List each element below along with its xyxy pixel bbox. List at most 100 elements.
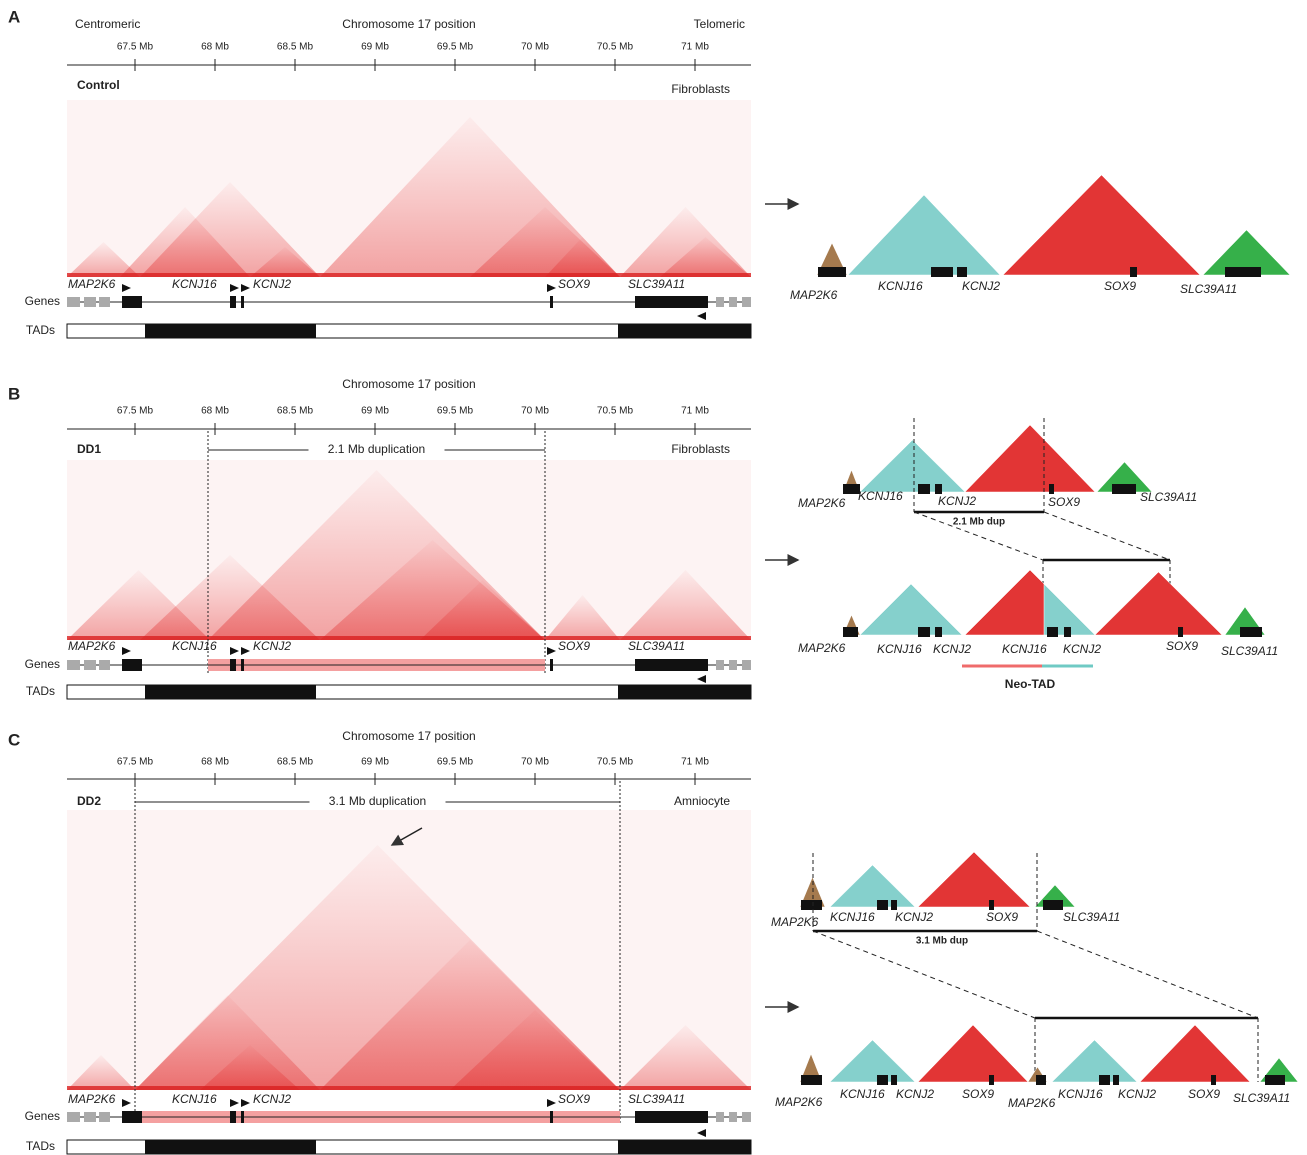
schematic-gene <box>818 267 846 277</box>
sample-label: DD2 <box>77 794 101 808</box>
gene <box>241 296 244 308</box>
tad-triangle <box>860 584 962 635</box>
tick-label: 69 Mb <box>361 406 389 417</box>
gene <box>122 659 142 671</box>
schematic-label: SLC39A11 <box>1221 644 1278 658</box>
tick-label: 68.5 Mb <box>277 406 314 417</box>
schematic-label: SOX9 <box>962 1087 994 1101</box>
schematic-label: KCNJ2 <box>1063 642 1101 656</box>
flank-gene <box>84 297 96 307</box>
tss-arrow <box>697 1129 706 1137</box>
schematic-gene <box>801 900 822 910</box>
tad-triangle <box>1052 1040 1137 1082</box>
schematic-gene <box>935 484 942 494</box>
tad-triangle <box>848 195 1000 275</box>
gene <box>635 659 708 671</box>
schematic-gene <box>1225 267 1261 277</box>
tick-label: 70 Mb <box>521 406 549 417</box>
gene <box>230 659 236 671</box>
tss-arrow <box>241 284 250 292</box>
gene <box>122 296 142 308</box>
dup-label: 2.1 Mb dup <box>953 517 1005 528</box>
schematic-label: SLC39A11 <box>1233 1091 1290 1105</box>
tick-label: 70.5 Mb <box>597 757 634 768</box>
schematic-label: KCNJ16 <box>878 279 923 293</box>
dup-label: 3.1 Mb duplication <box>329 794 426 808</box>
schematic-gene <box>989 900 994 910</box>
schematic-label: MAP2K6 <box>1008 1096 1056 1110</box>
tss-arrow <box>547 647 556 655</box>
schematic-label: KCNJ16 <box>1002 642 1047 656</box>
schematic-label: SOX9 <box>1166 639 1198 653</box>
cell-type: Fibroblasts <box>671 442 730 456</box>
gene-label: SLC39A11 <box>628 1092 685 1106</box>
hic-diagonal <box>67 1086 751 1090</box>
axis-title: Chromosome 17 position <box>342 17 475 31</box>
schematic-gene <box>1043 900 1063 910</box>
flank-gene <box>729 660 737 670</box>
tick-label: 68 Mb <box>201 406 229 417</box>
tss-arrow <box>697 312 706 320</box>
schematic-gene <box>1178 627 1183 637</box>
track-label: Genes <box>25 1109 60 1123</box>
gene-label: KCNJ16 <box>172 639 217 653</box>
flank-gene <box>742 660 751 670</box>
schematic-gene <box>1049 484 1054 494</box>
schematic-gene <box>1064 627 1071 637</box>
schematic-gene <box>801 1075 822 1085</box>
track-label: TADs <box>26 1139 55 1153</box>
schematic-gene <box>989 1075 994 1085</box>
tss-arrow <box>697 675 706 683</box>
tick-label: 68 Mb <box>201 42 229 53</box>
tss-arrow <box>122 1099 131 1107</box>
schematic-label: KCNJ16 <box>830 910 875 924</box>
tad-triangle <box>860 440 965 492</box>
flank-gene <box>716 297 724 307</box>
tad-triangle <box>1140 1025 1250 1082</box>
panel-label: B <box>8 384 20 403</box>
cell-type: Amniocyte <box>674 794 730 808</box>
gene-label: SOX9 <box>558 277 590 291</box>
gene-label: SLC39A11 <box>628 639 685 653</box>
flank-gene <box>742 1112 751 1122</box>
tss-arrow <box>230 1099 239 1107</box>
schematic-gene <box>918 484 930 494</box>
schematic-label: KCNJ2 <box>933 642 971 656</box>
schematic-label: KCNJ2 <box>895 910 933 924</box>
schematic-gene <box>891 900 897 910</box>
schematic-label: KCNJ16 <box>1058 1087 1103 1101</box>
gene <box>230 1111 236 1123</box>
gene <box>550 296 553 308</box>
schematic-label: KCNJ2 <box>896 1087 934 1101</box>
flank-gene <box>729 1112 737 1122</box>
panel-label: A <box>8 7 20 26</box>
tick-label: 71 Mb <box>681 406 709 417</box>
gene-label: KCNJ16 <box>172 1092 217 1106</box>
tad-triangle <box>1095 572 1222 635</box>
schematic-label: MAP2K6 <box>798 641 846 655</box>
flank-gene <box>84 660 96 670</box>
track-label: TADs <box>26 684 55 698</box>
schematic-gene <box>931 267 953 277</box>
tick-label: 68.5 Mb <box>277 757 314 768</box>
gene-label: SLC39A11 <box>628 277 685 291</box>
flank-gene <box>742 297 751 307</box>
schematic-gene <box>1113 1075 1119 1085</box>
flank-gene <box>729 297 737 307</box>
schematic-gene <box>1240 627 1262 637</box>
tick-label: 67.5 Mb <box>117 42 154 53</box>
schematic-label: SOX9 <box>1104 279 1136 293</box>
tad-triangle <box>918 1025 1028 1082</box>
schematic-gene <box>1047 627 1058 637</box>
schematic-gene <box>935 627 942 637</box>
gene-label: KCNJ2 <box>253 639 291 653</box>
flank-gene <box>716 1112 724 1122</box>
track-label: TADs <box>26 323 55 337</box>
tss-arrow <box>241 647 250 655</box>
gene <box>635 296 708 308</box>
gene <box>550 1111 553 1123</box>
tick-label: 69 Mb <box>361 42 389 53</box>
gene <box>635 1111 708 1123</box>
tick-label: 71 Mb <box>681 42 709 53</box>
panel-label: C <box>8 730 20 749</box>
